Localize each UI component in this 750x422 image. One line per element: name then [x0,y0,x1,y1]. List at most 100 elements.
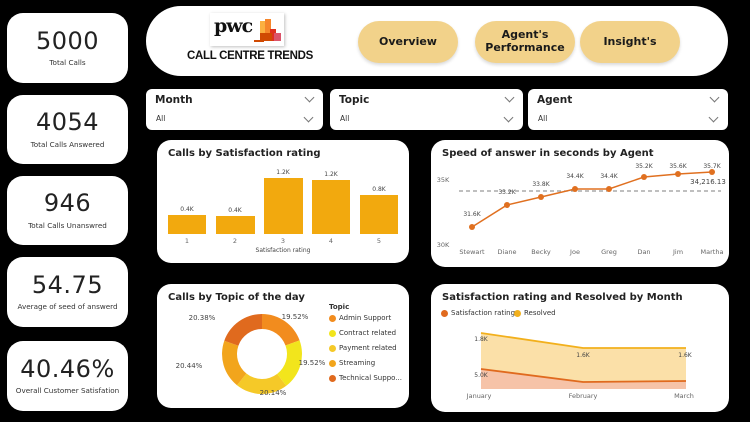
kpi-value: 40.46% [20,354,115,383]
logo-underline [254,40,264,42]
legend-item[interactable]: Satisfaction rating [441,309,515,317]
reference-line-label: 34,216.13 [690,178,726,186]
legend-label: Technical Suppo... [339,374,402,382]
bar-value-label: 1.2K [324,171,338,178]
slice-label: 20.38% [188,314,216,322]
pwc-logo: pwc [210,13,284,46]
x-tick: 2 [232,237,238,245]
x-tick: January [466,392,492,400]
dashboard-title: CALL CENTRE TRENDS [186,50,313,62]
nav-insights-button[interactable]: Insight's [580,21,680,63]
logo-bars-icon [260,17,282,41]
legend-title: Topic [329,303,350,311]
x-tick: Greg [601,248,617,256]
agent-dropdown[interactable]: All [533,112,723,127]
kpi-label: Total Calls [49,58,86,68]
brand: pwc CALL CENTRE TRENDS [180,12,320,70]
x-tick: Stewart [459,248,485,256]
point-label: 34.4K [600,173,618,180]
legend-label: Satisfaction rating [451,309,516,317]
legend-label: Admin Support [339,314,392,322]
chevron-down-icon[interactable] [504,92,515,103]
satisfaction-resolved-chart: Satisfaction rating and Resolved by Mont… [431,284,729,412]
legend-item[interactable]: Resolved [514,309,556,317]
bar[interactable] [168,215,206,234]
area-plot [480,332,687,389]
bar[interactable] [216,216,255,234]
x-tick: Joe [570,248,580,256]
calls-by-topic-chart: Calls by Topic of the day 19.52% 19.52% … [157,284,409,408]
legend-dot-icon [329,359,336,367]
chevron-down-icon [503,112,514,123]
legend-label: Payment related [339,344,397,352]
legend-item[interactable]: Contract related [329,329,396,337]
bar[interactable] [360,195,398,234]
kpi-label: Total Calls Unanswred [28,220,107,230]
legend-dot-icon [329,374,336,382]
donut-chart[interactable] [212,304,312,404]
month-slicer[interactable]: Month All [146,89,323,130]
slicer-title: Month [155,94,193,106]
x-tick: Dan [637,248,651,256]
topic-slicer[interactable]: Topic All [330,89,523,130]
x-tick: Jim [672,248,684,256]
bar-value-label: 0.4K [180,206,194,213]
legend-label: Streaming [339,359,376,367]
speed-of-answer-chart: Speed of answer in seconds by Agent 35K … [431,140,729,267]
kpi-label: Overall Customer Satisfation [15,386,120,396]
x-tick: Martha [700,248,724,256]
point-label: 1.6K [678,352,692,359]
legend-item[interactable]: Payment related [329,344,397,352]
chevron-down-icon [708,112,719,123]
chevron-down-icon[interactable] [304,92,315,103]
dropdown-value: All [340,114,350,123]
legend-dot-icon [329,344,336,352]
kpi-label: Total Calls Answered [30,139,105,149]
x-tick: Diane [497,248,517,256]
point-label: 35.7K [703,163,721,170]
x-tick: Becky [531,248,551,256]
point-label: 1.6K [576,352,590,359]
nav-agents-performance-button[interactable]: Agent's Performance [475,21,575,63]
slicer-title: Topic [339,94,370,106]
legend-dot-icon [329,314,336,322]
x-tick: February [568,392,598,400]
chart-title: Calls by Topic of the day [168,292,305,303]
point-label: 1.8K [474,336,488,343]
slice-label: 19.52% [298,359,326,367]
bar[interactable] [264,178,303,234]
point-label: 5.0K [474,372,488,379]
agent-slicer[interactable]: Agent All [528,89,728,130]
slice-label: 19.52% [281,313,309,321]
bar[interactable] [312,180,350,234]
point-label: 33.8K [532,181,550,188]
chart-title: Speed of answer in seconds by Agent [442,148,654,159]
legend: Satisfaction rating Resolved [441,309,641,319]
legend-dot-icon [329,329,336,337]
chevron-down-icon [303,112,314,123]
kpi-average-speed: 54.75 Average of seed of answerd [7,257,128,327]
legend-dot-icon [514,309,521,317]
kpi-value: 4054 [35,108,100,137]
nav-overview-button[interactable]: Overview [358,21,458,63]
kpi-value: 946 [43,189,92,218]
legend-item[interactable]: Admin Support [329,314,391,322]
month-dropdown[interactable]: All [151,112,318,127]
point-label: 35.2K [635,163,653,170]
legend-dot-icon [441,309,448,317]
line-plot [459,169,721,230]
kpi-value: 5000 [35,26,100,55]
bar-value-label: 1.2K [276,169,290,176]
chevron-down-icon[interactable] [709,92,720,103]
topic-dropdown[interactable]: All [335,112,518,127]
legend-item[interactable]: Streaming [329,359,375,367]
logo-text: pwc [214,15,253,37]
point-label: 34.4K [566,173,584,180]
kpi-total-calls: 5000 Total Calls [7,13,128,83]
legend-item[interactable]: Technical Suppo... [329,374,402,382]
dropdown-value: All [156,114,166,123]
kpi-total-calls-answered: 4054 Total Calls Answered [7,95,128,164]
kpi-value: 54.75 [31,270,104,299]
x-tick: 3 [280,237,286,245]
slicer-title: Agent [537,94,573,106]
